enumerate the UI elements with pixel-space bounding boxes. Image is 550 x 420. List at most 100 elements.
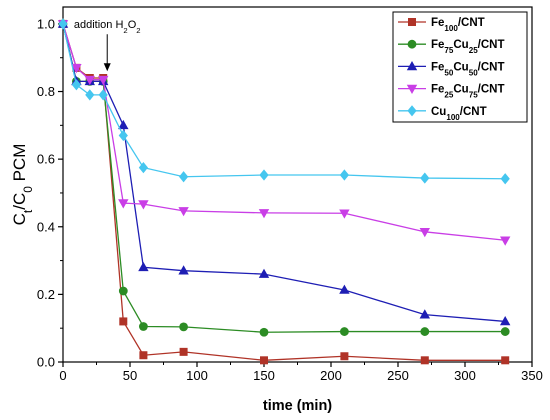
fe25cu75-cnt-point xyxy=(500,236,511,246)
y-axis-label-part: t xyxy=(21,209,35,213)
series-group xyxy=(57,18,511,365)
annotation-label-part: O xyxy=(128,19,137,31)
fe100-cnt-point xyxy=(340,352,349,361)
fe25cu75-cnt-point xyxy=(258,209,270,219)
cu100-cnt-series xyxy=(58,18,510,185)
y-tick-label: 1.0 xyxy=(37,16,55,31)
y-tick-label: 0.6 xyxy=(37,152,55,167)
y-tick-label: 0.0 xyxy=(37,355,55,370)
fe25cu75-cnt-point xyxy=(71,64,82,74)
y-axis-label-part: PCM xyxy=(10,144,29,187)
cu100-cnt-point xyxy=(58,18,68,30)
x-tick-label: 100 xyxy=(186,368,208,383)
legend-label: Cu100/CNT xyxy=(431,106,487,122)
fe25cu75-cnt-point xyxy=(339,209,350,219)
annotations: addition H2O2 xyxy=(74,19,141,72)
annotation-label-part: 2 xyxy=(136,26,140,35)
fe75cu25-cnt-point xyxy=(139,322,148,331)
x-tick-label: 0 xyxy=(59,368,66,383)
legend-label-part: 75 xyxy=(469,90,478,99)
fe100-cnt-point xyxy=(501,356,510,365)
x-tick-label: 200 xyxy=(320,368,342,383)
fe50cu50-cnt-point xyxy=(339,284,350,294)
fe100-cnt-point xyxy=(179,347,188,356)
fe50cu50-cnt-point xyxy=(178,265,189,275)
legend-entry: Fe100/CNT xyxy=(398,17,485,33)
legend-label-part: Cu xyxy=(453,84,468,96)
legend-label-part: Cu xyxy=(431,106,446,118)
annotation-label: addition H2O2 xyxy=(74,19,141,35)
x-axis-label: time (min) xyxy=(263,398,332,414)
x-tick-label: 150 xyxy=(253,368,275,383)
legend-marker xyxy=(408,18,416,26)
fe25cu75-cnt-point xyxy=(178,207,189,217)
legend-label-part: /CNT xyxy=(458,17,485,29)
legend-marker xyxy=(406,84,418,94)
fe50cu50-cnt-point xyxy=(118,119,129,130)
fe75cu25-cnt-point xyxy=(179,322,189,332)
cu100-cnt-point xyxy=(98,89,108,101)
cu100-cnt-point xyxy=(259,169,269,181)
y-tick-label: 0.8 xyxy=(37,84,55,99)
legend-label-part: Fe xyxy=(431,39,444,51)
cu100-cnt-point xyxy=(71,79,81,91)
legend-marker xyxy=(407,105,417,117)
legend-label-part: Fe xyxy=(431,61,444,73)
y-tick-label: 0.4 xyxy=(37,219,55,234)
legend-entry: Fe75Cu25/CNT xyxy=(398,39,505,55)
annotation-label-part: 2 xyxy=(123,26,127,35)
x-tick-label: 350 xyxy=(521,368,543,383)
legend-label-part: 50 xyxy=(444,68,453,77)
fe25cu75-cnt-series xyxy=(57,20,511,246)
annotation-label-part: addition H xyxy=(74,19,124,31)
cu100-cnt-point xyxy=(500,173,510,185)
legend-entry: Fe25Cu75/CNT xyxy=(398,84,505,100)
fe75cu25-cnt-point xyxy=(259,327,269,337)
legend-label: Fe25Cu75/CNT xyxy=(431,84,505,100)
fe100-cnt-point xyxy=(139,351,148,360)
legend-label-part: /CNT xyxy=(460,106,487,118)
fe50cu50-cnt-point xyxy=(500,316,511,326)
cu100-cnt-point xyxy=(420,172,430,184)
legend-label-part: 25 xyxy=(444,90,453,99)
legend-label: Fe50Cu50/CNT xyxy=(431,61,505,77)
legend: Fe100/CNTFe75Cu25/CNTFe50Cu50/CNTFe25Cu7… xyxy=(392,11,528,123)
legend-label-part: 50 xyxy=(469,68,478,77)
fe100-cnt-point xyxy=(260,356,268,365)
x-tick-label: 300 xyxy=(454,368,476,383)
fe100-cnt-point xyxy=(119,317,128,326)
fe50cu50-cnt-point xyxy=(419,309,430,319)
annotation-arrow-head xyxy=(103,63,111,72)
fe75cu25-cnt-point xyxy=(420,327,430,336)
fe25cu75-cnt-point xyxy=(84,75,95,86)
legend-label-part: 100 xyxy=(446,112,460,121)
fe50cu50-cnt-point xyxy=(138,261,149,272)
y-axis-label-part: C xyxy=(10,213,29,225)
y-axis-label-part: /C xyxy=(10,193,29,210)
legend-label-part: 100 xyxy=(444,24,458,33)
legend-entry: Fe50Cu50/CNT xyxy=(398,61,505,77)
legend-entry: Cu100/CNT xyxy=(398,105,487,121)
y-tick-label: 0.2 xyxy=(37,287,55,302)
legend-label-part: Fe xyxy=(431,84,444,96)
legend-label-part: 75 xyxy=(444,46,453,55)
fe25cu75-cnt-point xyxy=(118,199,129,209)
x-tick-label: 50 xyxy=(123,368,137,383)
fe75cu25-cnt-point xyxy=(340,327,349,336)
cu100-cnt-point xyxy=(85,89,95,101)
cu100-cnt-point xyxy=(118,129,128,142)
axes: 0 50 100 150 200 250 300 3500.00.20.40.60.81.0t… xyxy=(10,6,543,414)
legend-label-part: 25 xyxy=(469,46,478,55)
x-tick-label: 250 xyxy=(387,368,409,383)
y-axis-label: Ct/C0 PCM xyxy=(10,144,35,226)
legend-label: Fe100/CNT xyxy=(431,17,485,33)
cu100-cnt-point xyxy=(339,169,349,181)
fe50cu50-cnt-point xyxy=(258,268,270,278)
cu100-cnt-point xyxy=(179,171,189,183)
legend-label-part: Fe xyxy=(431,17,444,29)
fe25cu75-cnt-point xyxy=(419,228,430,238)
legend-label-part: Cu xyxy=(453,39,468,51)
legend-label-part: Cu xyxy=(453,61,468,73)
legend-label-part: /CNT xyxy=(478,39,505,51)
